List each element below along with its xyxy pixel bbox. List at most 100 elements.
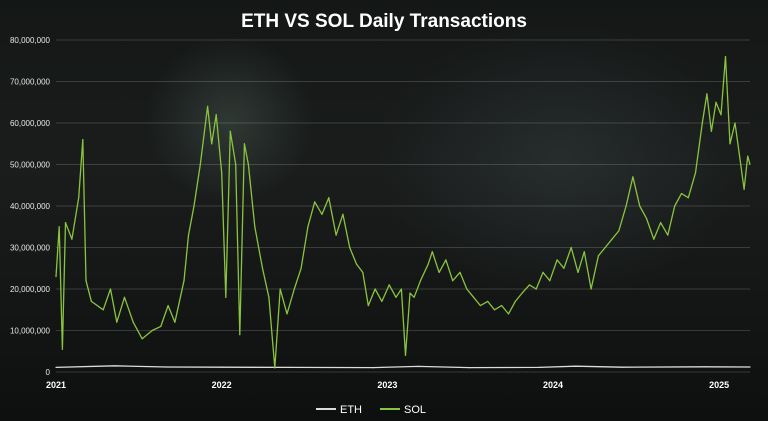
x-tick-label: 2024 [543,380,563,390]
data-point-sol [431,251,433,253]
data-point-sol [109,288,112,290]
data-point-eth [417,365,419,367]
data-point-sol [694,172,697,174]
data-point-eth [289,366,291,368]
data-point-sol [611,238,613,240]
data-point-sol [639,205,641,207]
data-point-sol [583,251,585,253]
data-point-sol [261,267,264,269]
data-point-sol [286,313,288,315]
data-point-sol [85,280,87,282]
gridlines [56,39,750,373]
data-point-sol [729,143,731,145]
data-point-sol [487,300,489,302]
data-point-sol [193,205,195,207]
data-point-sol [501,305,503,307]
data-point-sol [687,197,689,199]
y-tick-label: 30,000,000 [10,244,51,253]
data-point-sol [362,271,364,273]
data-point-eth [114,365,116,367]
data-point-sol [473,296,475,298]
data-point-sol [720,114,722,116]
data-point-sol [225,296,227,298]
data-point-sol [701,122,703,124]
legend-label-eth: ETH [340,404,362,416]
data-point-sol [653,238,655,240]
y-tick-label: 0 [46,368,51,377]
data-point-sol [404,354,407,356]
data-point-sol [307,226,309,228]
data-point-sol [300,267,302,269]
data-point-sol [374,288,376,290]
data-point-eth [575,365,577,367]
data-point-sol [268,296,270,298]
x-axis: 2021 2022 2023 2024 2025 [46,380,729,390]
data-point-sol [563,267,565,269]
data-point-sol [618,230,620,232]
y-tick-label: 10,000,000 [10,327,51,336]
data-point-sol [570,246,572,249]
data-point-eth [55,366,57,368]
y-axis: 0 10,000,000 20,000,000 30,000,000 40,000,00… [10,36,51,377]
legend: ETH SOL [316,404,426,416]
data-point-sol [419,280,422,282]
data-point-sol [123,296,126,298]
chart-title: ETH VS SOL Daily Transactions [241,11,527,32]
x-tick-label: 2021 [46,380,66,390]
data-point-sol [221,172,223,174]
data-point-sol [167,305,169,307]
data-point-sol [625,205,627,207]
data-point-sol [710,130,713,132]
data-point-sol [734,122,736,124]
data-point-sol [381,300,383,302]
data-point-sol [342,213,344,215]
data-point-sol [749,163,751,166]
data-point-eth [221,366,223,368]
series-line-sol [55,55,751,369]
data-point-sol [71,238,73,240]
data-point-sol [174,321,176,323]
data-point-sol [521,292,523,294]
data-point-sol [78,197,80,199]
data-point-sol [199,163,201,166]
data-point-sol [528,284,531,286]
data-point-sol [160,325,162,327]
data-point-sol [64,222,67,224]
y-tick-label: 70,000,000 [10,78,51,87]
data-point-sol [314,201,316,203]
data-point-sol [739,155,741,157]
data-point-sol [493,309,496,311]
data-point-sol [724,56,727,58]
data-point-sol [58,226,60,228]
data-point-sol [715,101,717,103]
data-point-sol [747,155,749,157]
data-point-sol [706,93,708,95]
data-point-sol [229,130,231,132]
data-point-eth [372,367,374,369]
data-point-sol [102,309,104,311]
data-point-sol [187,234,190,236]
data-point-sol [459,271,461,273]
data-point-sol [577,271,579,273]
data-point-eth [704,366,706,368]
data-point-sol [590,288,592,290]
x-tick-label: 2022 [212,380,232,390]
data-point-sol [90,300,92,302]
data-point-sol [55,276,57,278]
data-point-sol [235,163,237,166]
series-line-eth [55,365,751,369]
data-point-sol [215,114,217,116]
data-point-sol [239,334,241,336]
data-point-sol [279,288,281,290]
data-point-sol [183,280,185,282]
data-point-sol [674,205,676,207]
y-tick-label: 20,000,000 [10,285,51,294]
x-tick-label: 2025 [709,380,729,390]
data-point-sol [645,217,648,219]
data-point-eth [538,366,540,368]
data-point-sol [549,280,551,282]
data-point-sol [743,188,745,190]
data-point-sol [349,246,351,249]
